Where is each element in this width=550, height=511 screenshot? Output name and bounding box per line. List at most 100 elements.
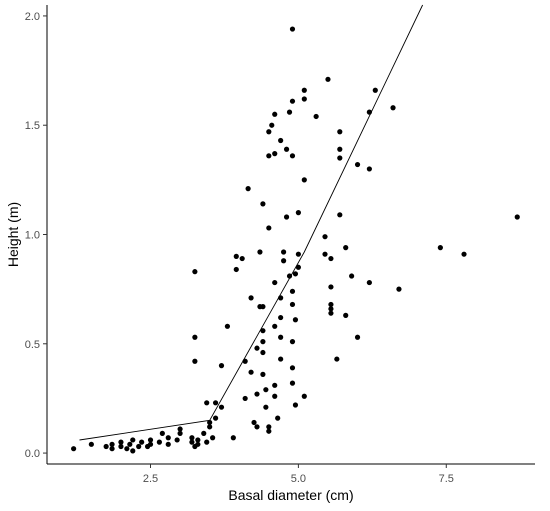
data-point: [289, 26, 296, 32]
data-point: [124, 446, 130, 452]
data-point: [322, 234, 328, 240]
data-point: [272, 323, 278, 329]
data-point: [343, 312, 349, 318]
data-point: [248, 369, 254, 375]
data-point: [437, 245, 443, 251]
data-point: [278, 356, 284, 362]
data-point: [189, 435, 195, 441]
data-point: [354, 161, 361, 168]
data-point: [272, 279, 278, 286]
data-point: [266, 153, 272, 159]
data-point: [233, 266, 239, 273]
data-point: [109, 446, 115, 452]
data-point: [245, 186, 251, 192]
fit-line-group: [79, 4, 424, 441]
data-point: [136, 443, 142, 450]
data-point: [195, 441, 201, 447]
data-point: [292, 402, 299, 408]
data-point: [263, 404, 269, 410]
data-point: [514, 214, 520, 220]
data-point: [218, 404, 225, 410]
data-point: [130, 448, 136, 454]
data-point: [257, 249, 263, 255]
data-point: [337, 155, 343, 161]
data-point: [328, 284, 334, 290]
data-point: [260, 304, 266, 310]
data-point: [195, 437, 201, 443]
data-point: [278, 314, 284, 321]
data-point: [322, 251, 328, 257]
data-point: [301, 177, 307, 183]
data-point: [201, 430, 207, 436]
data-point: [251, 419, 257, 426]
data-point: [260, 371, 266, 377]
data-point: [292, 271, 299, 277]
data-point: [286, 273, 293, 279]
data-point: [281, 249, 287, 255]
data-point: [207, 419, 213, 426]
fit-line: [79, 4, 424, 441]
data-point: [254, 424, 260, 430]
data-point: [289, 365, 296, 371]
data-point: [266, 129, 272, 135]
x-tick-label: 5.0: [291, 473, 306, 485]
data-point: [289, 288, 296, 294]
data-point: [218, 363, 225, 369]
data-point: [71, 446, 77, 452]
data-point: [207, 424, 213, 430]
data-point: [283, 146, 290, 152]
data-point: [372, 87, 378, 93]
data-point: [118, 439, 124, 445]
data-point: [204, 439, 210, 445]
data-point: [263, 387, 269, 393]
data-points: [71, 26, 520, 454]
data-point: [165, 435, 171, 441]
data-point: [289, 380, 296, 386]
data-point: [260, 201, 266, 207]
data-point: [354, 334, 361, 340]
data-point: [242, 395, 248, 402]
data-point: [337, 146, 343, 152]
data-point: [366, 166, 372, 172]
data-point: [266, 428, 272, 434]
data-point: [286, 109, 293, 115]
data-point: [289, 339, 296, 345]
data-point: [177, 430, 183, 436]
data-point: [334, 356, 340, 362]
data-point: [328, 306, 334, 312]
data-point: [260, 339, 266, 345]
data-point: [275, 415, 281, 421]
data-point: [212, 400, 219, 406]
data-point: [283, 214, 290, 220]
data-point: [254, 345, 260, 351]
data-point: [109, 441, 115, 447]
data-point: [289, 153, 296, 159]
data-point: [174, 437, 180, 443]
data-point: [103, 443, 109, 450]
data-point: [192, 334, 198, 340]
data-point: [139, 439, 145, 445]
data-point: [269, 122, 275, 128]
y-tick-label: 1.5: [25, 120, 40, 132]
data-point: [328, 255, 334, 262]
data-point: [289, 301, 296, 308]
data-point: [272, 111, 278, 117]
data-point: [313, 113, 319, 120]
data-point: [272, 151, 278, 157]
y-axis-title: Height (m): [5, 202, 21, 267]
y-tick-label: 1.0: [25, 230, 40, 242]
data-point: [266, 225, 272, 231]
data-point: [127, 441, 133, 447]
data-point: [266, 424, 272, 430]
data-point: [289, 98, 296, 104]
y-axis-ticks: 0.0 0.5 1.0 1.5 2.0: [25, 11, 47, 460]
data-point: [204, 400, 210, 406]
data-point: [337, 212, 343, 218]
data-point: [156, 439, 162, 445]
data-point: [272, 382, 278, 388]
data-point: [118, 443, 124, 450]
data-point: [328, 301, 334, 308]
data-point: [233, 253, 239, 259]
data-point: [189, 439, 195, 445]
